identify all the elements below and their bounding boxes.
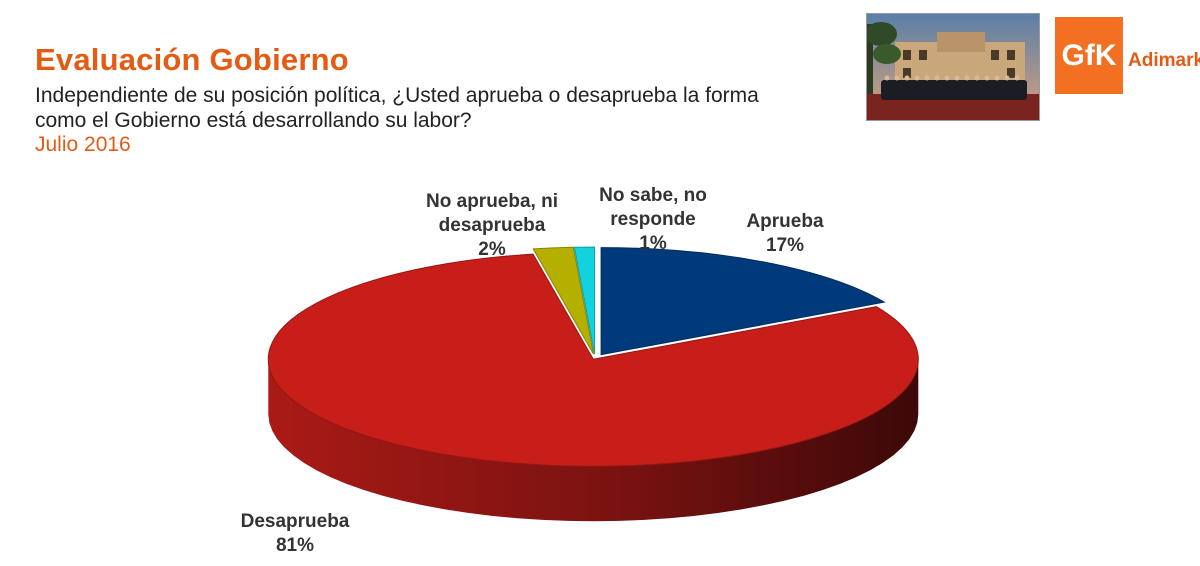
slice-label-line: No aprueba, ni [426, 191, 558, 212]
slice-label-line: Aprueba [746, 211, 824, 232]
pie-slice-no-aprueba-ni-desaprueba [532, 246, 594, 355]
slice-value-label: 81% [275, 535, 315, 556]
slice-label-line: Desaprueba [240, 511, 350, 532]
slice-label-line: No sabe, no [599, 185, 707, 206]
slice-value-label: 17% [765, 235, 805, 256]
adimark-logo-text: Adimark [1128, 50, 1200, 71]
slice-label-no-sabe-no-responde: No sabe, no responde 1% [578, 184, 728, 256]
page-title: Evaluación Gobierno [35, 42, 349, 77]
pie-slice-no-sabe-no-responde [573, 246, 596, 355]
slice-label-desaprueba: Desaprueba 81% [210, 510, 380, 558]
slice-label-aprueba: Aprueba 17% [700, 210, 870, 258]
group-photo-icon [867, 14, 1039, 120]
pie-slice-aprueba [600, 247, 886, 356]
question-text: Independiente de su posición política, ¿… [35, 84, 759, 132]
slice-label-no-aprueba-ni-desaprueba: No aprueba, ni desaprueba 2% [402, 190, 582, 262]
pie-slice-side-desaprueba [268, 359, 919, 522]
gfk-logo-mark: GfK [1055, 17, 1123, 94]
slice-label-line: responde [610, 209, 696, 230]
group-photo [866, 13, 1040, 121]
pie-slice-desaprueba [267, 253, 919, 467]
slice-value-label: 2% [478, 239, 506, 260]
slice-label-line: desaprueba [438, 215, 546, 236]
slice-value-label: 1% [639, 233, 667, 254]
survey-date: Julio 2016 [35, 133, 131, 156]
